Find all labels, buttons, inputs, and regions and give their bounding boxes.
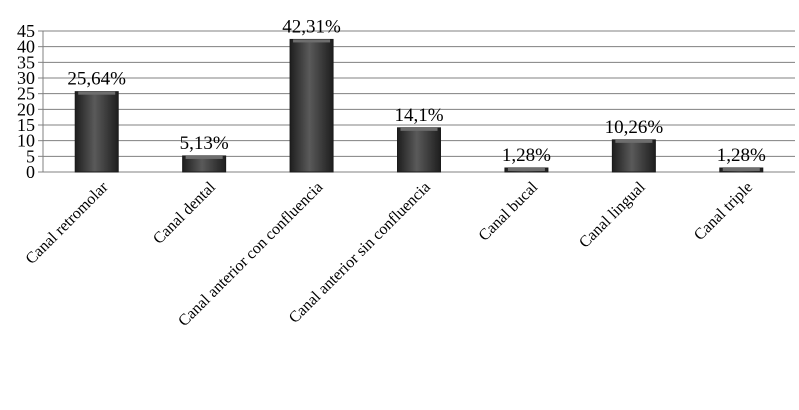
bar-top-highlight-1: [78, 91, 116, 95]
data-label-6: 10,26%: [605, 117, 664, 138]
bars: [74, 38, 764, 173]
y-tick-label-20: 20: [17, 99, 35, 119]
bar-top-highlight-6: [615, 139, 653, 143]
y-tick-label-0: 0: [26, 162, 35, 182]
data-label-3: 42,31%: [282, 16, 341, 37]
data-label-5: 1,28%: [502, 145, 551, 166]
y-tick-label-15: 15: [17, 115, 35, 135]
category-label-2: Canal dental: [150, 178, 219, 247]
y-tick-label-45: 45: [17, 21, 35, 41]
bar-4: [397, 127, 441, 173]
bar-top-highlight-4: [400, 127, 438, 131]
category-label-7: Canal triple: [691, 179, 756, 244]
data-label-7: 1,28%: [717, 145, 766, 166]
y-tick-label-35: 35: [17, 52, 35, 72]
bar-1: [74, 91, 119, 173]
category-label-6: Canal lingual: [576, 178, 649, 251]
bar-top-highlight-5: [507, 167, 545, 171]
category-label-5: Canal bucal: [476, 178, 542, 244]
category-label-1: Canal retromolar: [23, 178, 112, 267]
data-label-1: 25,64%: [67, 69, 126, 90]
bar-top-highlight-3: [293, 39, 331, 43]
data-labels: 25,64% 5,13% 42,31% 14,1% 1,28% 10,26% 1,28%: [67, 16, 766, 166]
data-label-2: 5,13%: [180, 133, 229, 154]
y-tick-label-40: 40: [17, 37, 35, 57]
bar-6: [611, 139, 656, 173]
bar-3: [289, 38, 334, 173]
bar-top-highlight-7: [722, 167, 760, 171]
y-tick-label-10: 10: [17, 131, 35, 151]
gridlines: [42, 30, 795, 173]
y-tick-label-30: 30: [17, 68, 35, 88]
y-tick-label-25: 25: [17, 84, 35, 104]
data-label-4: 14,1%: [394, 105, 443, 126]
bar-top-highlight-2: [185, 155, 223, 159]
y-tick-label-5: 5: [26, 146, 35, 166]
